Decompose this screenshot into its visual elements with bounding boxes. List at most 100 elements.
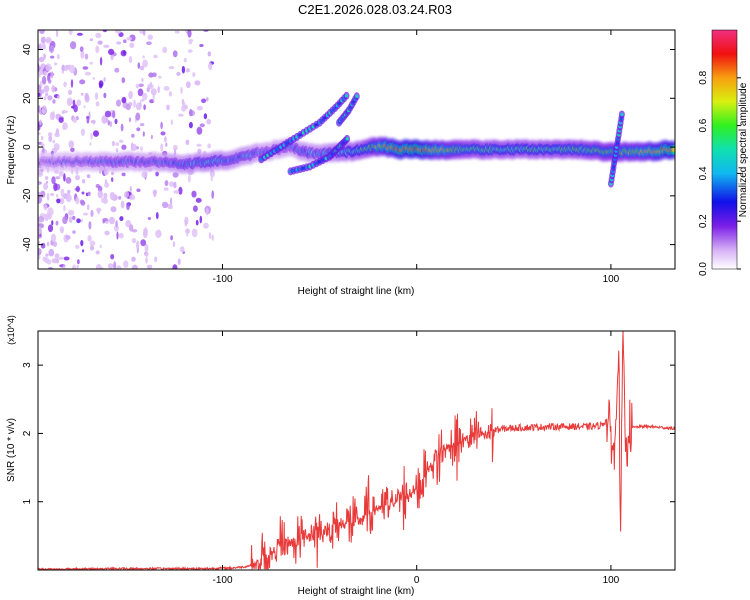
noise-mark bbox=[95, 45, 100, 54]
noise-mark bbox=[68, 140, 75, 148]
noise-mark bbox=[183, 57, 187, 63]
noise-mark bbox=[38, 56, 45, 63]
noise-mark bbox=[108, 48, 115, 56]
noise-mark bbox=[75, 175, 80, 181]
noise-mark bbox=[86, 174, 91, 179]
colorbar-ticks: 0.0 0.2 0.4 0.6 0.8 bbox=[698, 70, 741, 276]
noise-mark bbox=[173, 181, 177, 189]
noise-mark bbox=[193, 205, 198, 212]
noise-mark bbox=[40, 67, 42, 75]
noise-mark bbox=[129, 42, 135, 48]
noise-mark bbox=[135, 240, 140, 249]
noise-mark bbox=[53, 182, 58, 192]
noise-mark bbox=[129, 186, 132, 192]
noise-mark bbox=[128, 117, 132, 123]
noise-mark bbox=[43, 204, 48, 211]
colorbar-gradient bbox=[711, 29, 738, 270]
noise-mark bbox=[181, 65, 186, 74]
noise-mark bbox=[136, 188, 141, 193]
noise-mark bbox=[170, 204, 173, 210]
noise-mark bbox=[155, 212, 159, 220]
noise-mark bbox=[89, 38, 94, 42]
noise-mark bbox=[142, 92, 148, 101]
noise-mark bbox=[137, 62, 141, 69]
noise-mark bbox=[143, 104, 146, 111]
noise-mark bbox=[51, 258, 58, 264]
colorbar-tick-label: 0.8 bbox=[698, 70, 709, 84]
noise-mark bbox=[129, 194, 136, 201]
noise-mark bbox=[210, 175, 213, 182]
noise-mark bbox=[80, 50, 85, 59]
noise-mark bbox=[97, 190, 104, 199]
noise-mark bbox=[211, 190, 214, 199]
noise-mark bbox=[192, 72, 196, 77]
snr-plot-area bbox=[38, 331, 675, 570]
noise-mark bbox=[174, 30, 180, 34]
noise-mark bbox=[141, 77, 144, 83]
noise-mark bbox=[111, 177, 114, 183]
noise-mark bbox=[170, 119, 173, 126]
noise-mark bbox=[188, 39, 194, 42]
noise-mark bbox=[113, 225, 120, 232]
noise-mark bbox=[116, 265, 122, 269]
noise-mark bbox=[115, 148, 119, 153]
noise-mark bbox=[172, 172, 179, 178]
noise-mark bbox=[179, 246, 185, 253]
noise-mark bbox=[67, 64, 71, 71]
noise-mark bbox=[103, 92, 107, 99]
noise-mark bbox=[187, 30, 192, 38]
noise-mark bbox=[129, 224, 134, 232]
noise-mark bbox=[46, 241, 50, 247]
noise-mark bbox=[95, 32, 102, 39]
snr-x-tick-label: 100 bbox=[603, 575, 620, 586]
noise-mark bbox=[56, 30, 59, 38]
spectrogram-y-tick-label: 0 bbox=[22, 144, 33, 150]
noise-mark bbox=[80, 92, 84, 96]
noise-mark bbox=[166, 104, 170, 111]
noise-mark bbox=[154, 256, 158, 263]
noise-mark bbox=[95, 250, 100, 255]
noise-mark bbox=[62, 216, 68, 225]
noise-mark bbox=[102, 30, 108, 33]
noise-mark bbox=[90, 119, 96, 124]
noise-mark bbox=[199, 44, 204, 47]
noise-mark bbox=[111, 171, 114, 176]
noise-mark bbox=[199, 123, 205, 128]
noise-mark bbox=[50, 193, 55, 196]
noise-mark bbox=[195, 219, 199, 226]
noise-mark bbox=[75, 185, 80, 193]
noise-mark bbox=[142, 30, 146, 36]
noise-mark bbox=[89, 61, 93, 65]
noise-mark bbox=[109, 216, 115, 225]
noise-mark bbox=[55, 220, 59, 226]
spectrogram-panel: -100 100 -40 -20 0 20 40 Height of straight l… bbox=[6, 29, 676, 297]
noise-mark bbox=[181, 105, 187, 112]
noise-mark bbox=[38, 240, 41, 245]
noise-mark bbox=[38, 92, 41, 97]
noise-mark bbox=[131, 229, 138, 233]
noise-mark bbox=[194, 80, 201, 86]
noise-mark bbox=[191, 190, 197, 198]
noise-mark bbox=[38, 255, 41, 260]
noise-mark bbox=[40, 242, 46, 249]
noise-mark bbox=[45, 253, 49, 257]
noise-mark bbox=[55, 176, 61, 180]
noise-mark bbox=[177, 258, 181, 265]
noise-mark bbox=[89, 142, 92, 146]
colorbar-tick-label: 0.4 bbox=[698, 166, 709, 180]
noise-mark bbox=[52, 241, 58, 248]
snr-y-tick-label: 2 bbox=[22, 430, 33, 436]
noise-mark bbox=[99, 56, 103, 66]
noise-mark bbox=[116, 41, 122, 45]
noise-mark bbox=[56, 95, 60, 99]
noise-mark bbox=[47, 95, 53, 101]
snr-panel: -100 0 100 1 2 3 Height of straight line (km… bbox=[6, 315, 676, 597]
noise-mark bbox=[67, 189, 71, 194]
noise-mark bbox=[120, 200, 125, 209]
noise-mark bbox=[47, 132, 53, 137]
branch-core-mark bbox=[620, 112, 624, 117]
noise-mark bbox=[180, 86, 183, 94]
chart-title: C2E1.2026.028.03.24.R03 bbox=[298, 2, 452, 17]
noise-mark bbox=[82, 212, 89, 216]
noise-mark bbox=[38, 215, 45, 223]
